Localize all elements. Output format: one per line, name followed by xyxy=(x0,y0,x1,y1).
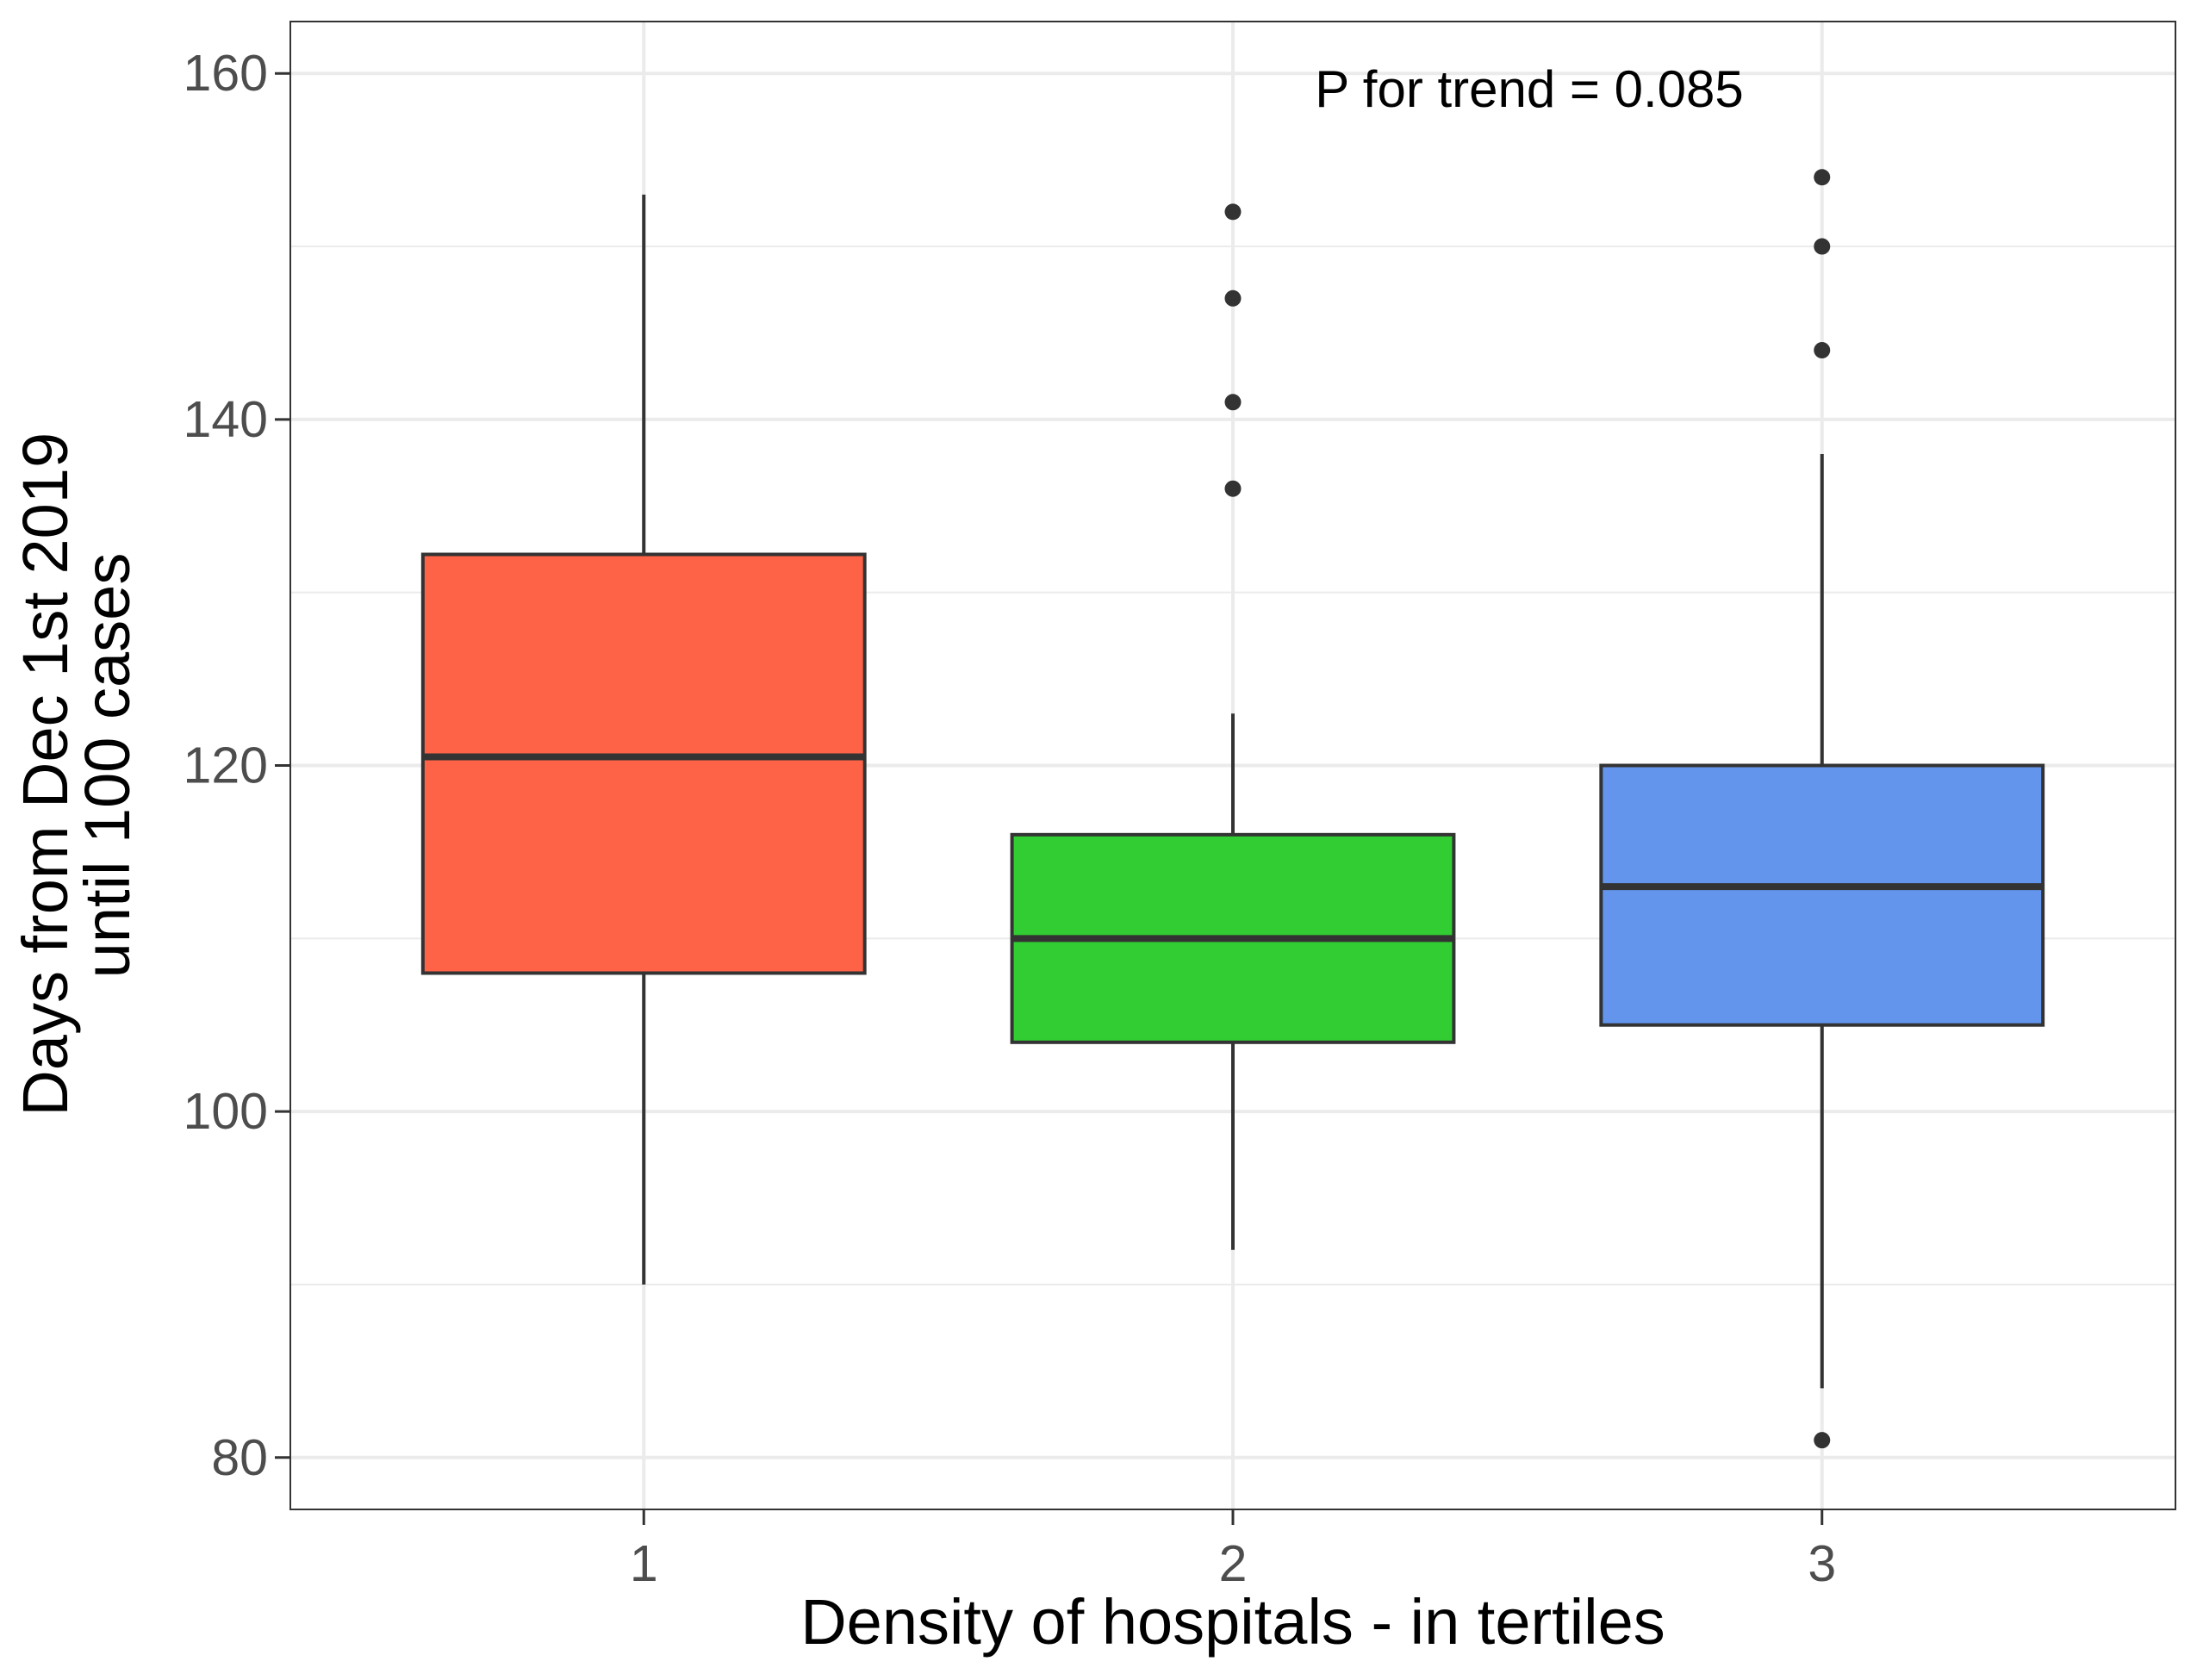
y-axis-title-line-1: Days from Dec 1st 2019 xyxy=(9,432,81,1117)
outlier-point xyxy=(1224,203,1242,221)
axes: 80 100 120 140 160 1 2 3 xyxy=(184,45,1837,1592)
box-iqr xyxy=(1599,763,2045,1027)
box-iqr xyxy=(420,552,867,975)
outlier-point xyxy=(1224,480,1242,497)
outlier-point xyxy=(1224,394,1242,411)
outlier-point xyxy=(1224,289,1242,307)
outlier-point xyxy=(1814,342,1831,359)
box-group-2 xyxy=(1010,203,1456,1250)
x-tick-label: 3 xyxy=(1808,1535,1836,1592)
x-tick-label: 1 xyxy=(630,1535,658,1592)
outlier-point xyxy=(1814,238,1831,255)
outlier-point xyxy=(1814,169,1831,186)
y-tick-label: 100 xyxy=(184,1083,268,1140)
trend-annotation: P for trend = 0.085 xyxy=(1315,60,1744,118)
y-tick-label: 140 xyxy=(184,391,268,448)
x-axis-title: Density of hospitals - in tertiles xyxy=(800,1586,1665,1658)
x-tick-label: 2 xyxy=(1219,1535,1248,1592)
y-tick-label: 80 xyxy=(211,1429,268,1486)
y-axis-title-line-2: until 100 cases xyxy=(72,553,143,979)
box-plots xyxy=(420,169,2045,1449)
box-group-3 xyxy=(1599,169,2045,1449)
y-tick-label: 120 xyxy=(184,737,268,794)
box-group-1 xyxy=(420,194,867,1285)
y-axis-title: Days from Dec 1st 2019 until 100 cases xyxy=(9,414,143,1116)
y-tick-label: 160 xyxy=(184,45,268,102)
outlier-point xyxy=(1814,1432,1831,1449)
